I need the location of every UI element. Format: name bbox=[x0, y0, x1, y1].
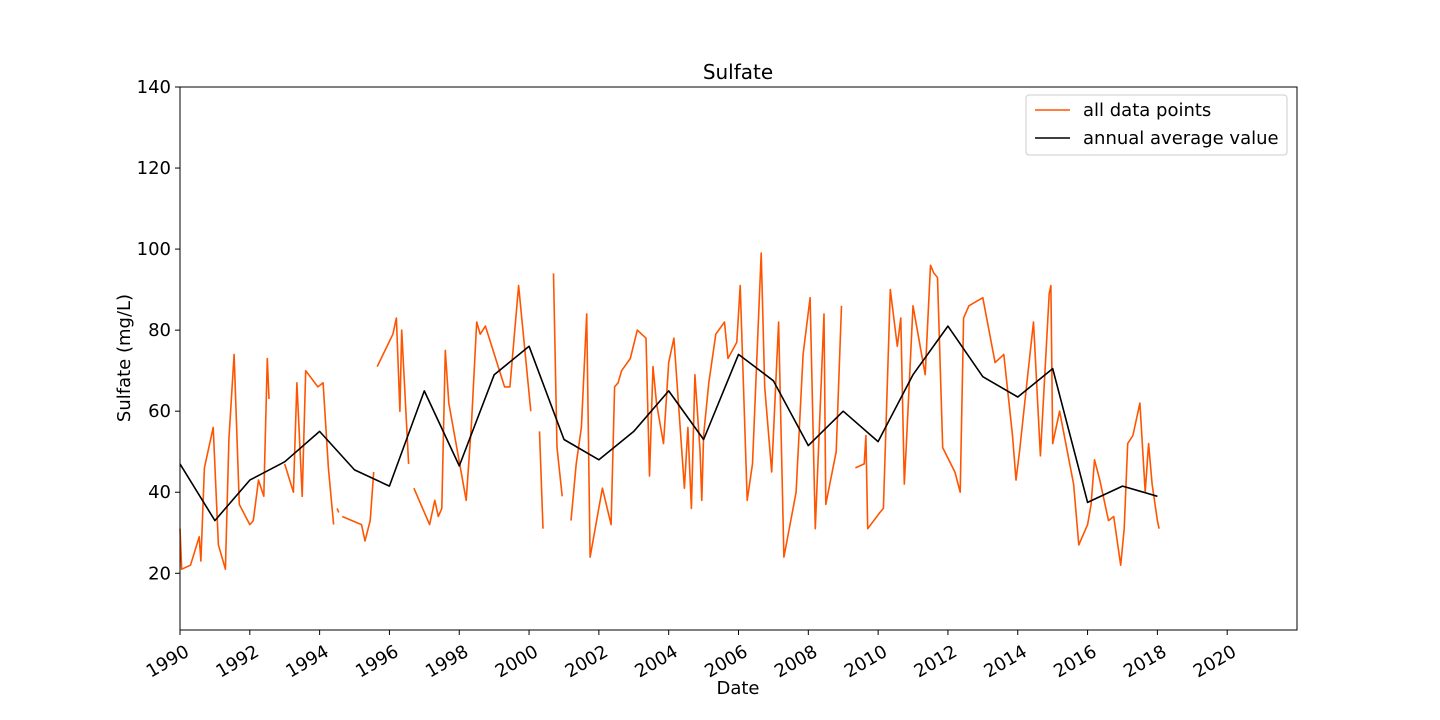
legend: all data points annual average value bbox=[1025, 94, 1288, 156]
series-all-data-points-segment-4 bbox=[376, 317, 410, 464]
y-tick-label-120: 120 bbox=[137, 158, 171, 179]
legend-label-annual-average: annual average value bbox=[1083, 128, 1279, 149]
series-all-data-points-segment-7 bbox=[552, 273, 563, 497]
series-all-data-points-segment-9 bbox=[855, 264, 1160, 566]
y-tick-label-100: 100 bbox=[137, 239, 171, 260]
series-all-data-points-segment-6 bbox=[538, 431, 544, 529]
chart-title: Sulfate bbox=[703, 60, 773, 84]
legend-label-all-data-points: all data points bbox=[1083, 100, 1211, 121]
series-all-data-points-segment-3 bbox=[341, 471, 375, 542]
y-tick-label-20: 20 bbox=[148, 563, 171, 584]
legend-box bbox=[1025, 94, 1288, 156]
y-tick-label-40: 40 bbox=[148, 482, 171, 503]
series-all-data-points-segment-5 bbox=[413, 284, 532, 526]
series-all-data-points-segment-0 bbox=[179, 353, 270, 570]
series-layer bbox=[179, 252, 1160, 570]
x-axis-label: Date bbox=[716, 678, 759, 699]
series-annual-average-line bbox=[179, 325, 1158, 522]
series-all-data-points-segment-2 bbox=[336, 508, 340, 513]
y-tick-label-140: 140 bbox=[137, 77, 171, 98]
y-axis: 20 40 60 80 100 120 140 bbox=[137, 77, 180, 584]
series-all-data-points-segment-8 bbox=[570, 252, 843, 558]
y-tick-label-60: 60 bbox=[148, 401, 171, 422]
y-tick-label-80: 80 bbox=[148, 320, 171, 341]
y-axis-label: Sulfate (mg/L) bbox=[114, 294, 135, 422]
